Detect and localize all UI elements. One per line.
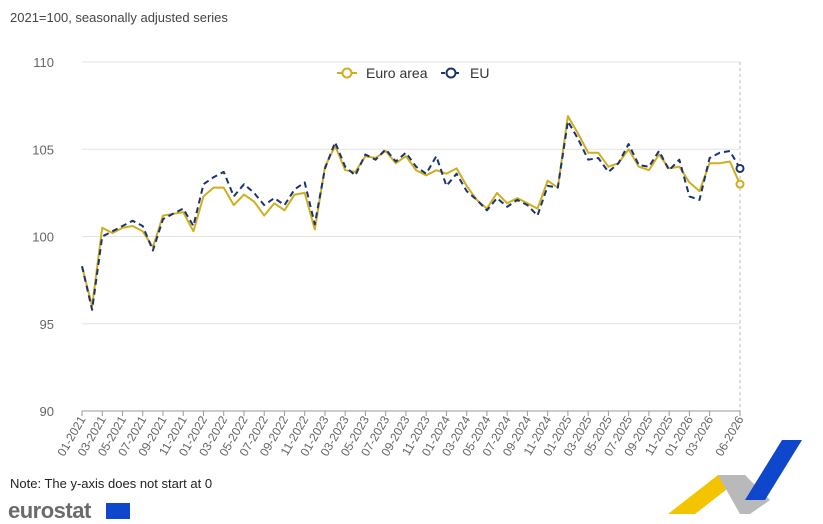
y-tick-label: 110 [33, 55, 54, 70]
end-point-marker [735, 179, 745, 189]
eurostat-logo: eurostat [8, 498, 91, 523]
series-line-0 [81, 115, 741, 308]
end-point-marker [735, 163, 745, 173]
series-lines [81, 115, 741, 311]
series-line-1 [81, 120, 741, 311]
y-tick-label: 105 [32, 142, 54, 157]
y-tick-label: 90 [40, 404, 54, 419]
legend-marker [445, 67, 457, 79]
y-axis-ticks: 90 95 100 105 110 [32, 55, 54, 419]
y-tick-label: 100 [32, 230, 54, 245]
chart-note: Note: The y-axis does not start at 0 [10, 476, 213, 491]
y-tick-label: 95 [40, 317, 54, 332]
legend-item-label[interactable]: Euro area [366, 65, 428, 81]
legend-marker [341, 67, 353, 79]
legend: Euro area EU [337, 65, 489, 81]
legend-item-label[interactable]: EU [470, 65, 489, 81]
chart-subtitle: 2021=100, seasonally adjusted series [10, 10, 228, 25]
end-markers [735, 163, 745, 189]
eu-flag-icon [106, 503, 130, 519]
